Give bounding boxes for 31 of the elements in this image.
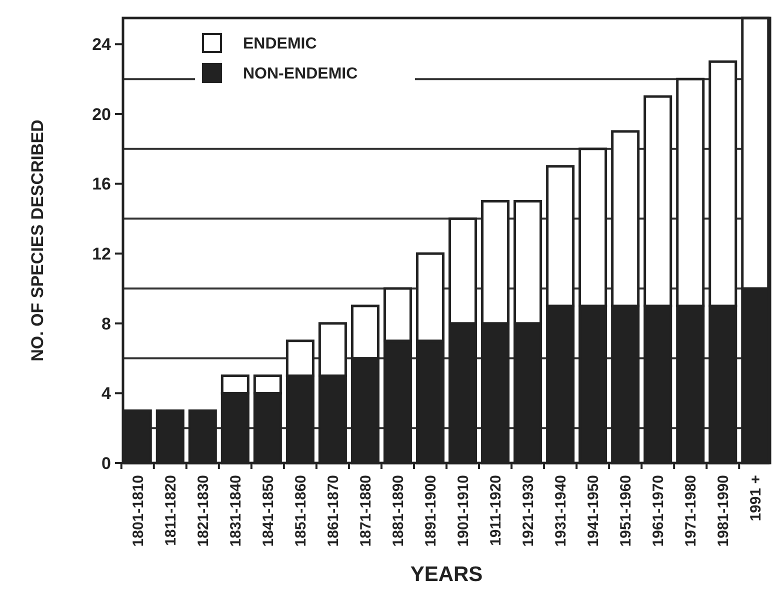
- x-tick-label: 1921-1930: [520, 475, 538, 547]
- x-tick-label: 1991 +: [748, 474, 765, 522]
- y-tick-label: 4: [102, 384, 112, 404]
- x-tick-label: 1901-1910: [455, 475, 472, 547]
- x-tick-label: 1841-1850: [260, 475, 277, 547]
- x-tick-label: 1811-1820: [162, 475, 180, 546]
- x-tick-label: 1951-1960: [618, 475, 635, 547]
- x-tick-label: 1851-1860: [292, 475, 310, 547]
- x-tick-label: 1861-1870: [324, 475, 342, 547]
- legend-label: NON-ENDEMIC: [243, 66, 358, 83]
- y-axis-title: NO. OF SPECIES DESCRIBED: [28, 120, 47, 362]
- y-tick-label: 8: [102, 314, 111, 334]
- y-tick-label: 24: [92, 35, 112, 54]
- y-tick-label: 20: [92, 104, 111, 124]
- y-tick-label: 12: [92, 244, 111, 264]
- x-axis-title: YEARS: [410, 563, 483, 586]
- x-tick-label: 1881-1890: [390, 475, 407, 547]
- x-tick-label: 1891-1900: [422, 475, 440, 547]
- x-tick-label: 1961-1970: [650, 475, 668, 547]
- x-tick-label: 1971-1980: [682, 475, 700, 547]
- x-tick-label: 1831-1840: [227, 475, 244, 547]
- x-tick-label: 1911-1920: [488, 475, 505, 546]
- x-tick-label: 1801-1810: [130, 475, 147, 547]
- x-tick-label: 1981-1990: [715, 475, 732, 547]
- y-tick-label: 0: [102, 454, 111, 473]
- x-tick-label: 1821-1830: [194, 475, 212, 547]
- x-tick-label: 1871-1880: [357, 475, 374, 547]
- y-tick-label: 16: [92, 174, 111, 194]
- legend-label: ENDEMIC: [243, 36, 318, 53]
- x-tick-label: 1941-1950: [585, 475, 602, 547]
- x-tick-label: 1931-1940: [552, 475, 570, 547]
